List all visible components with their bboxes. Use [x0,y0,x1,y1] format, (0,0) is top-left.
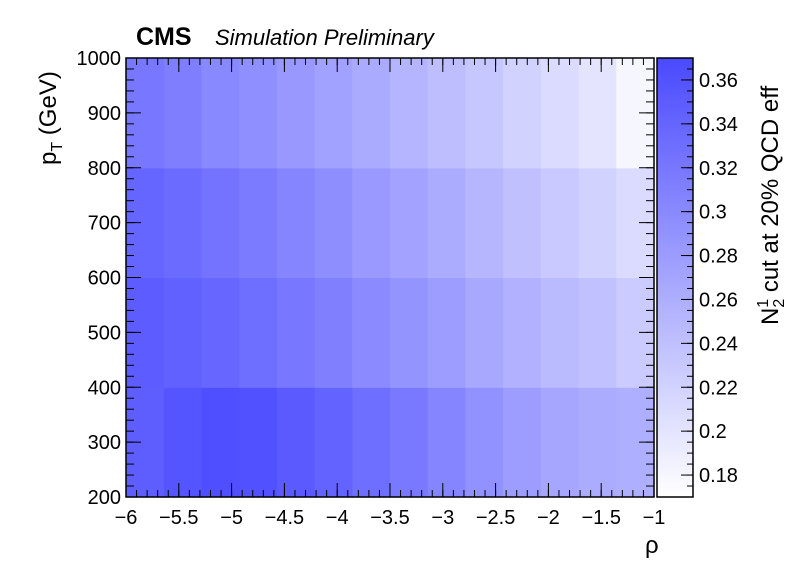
heatmap-cell [201,58,240,169]
y-tick-label: 600 [88,268,121,290]
heatmap-cell [314,58,353,169]
x-tick-label: −4 [326,507,349,529]
x-tick-label: −1 [643,507,666,529]
y-axis-title-main: p [35,152,62,165]
subtitle-label: Simulation Preliminary [215,25,436,50]
x-tick-label: −5 [220,507,243,529]
heatmap-cells [126,58,655,498]
colorbar-tick-label: 0.18 [699,465,738,487]
colorbar-tick-label: 0.26 [699,289,738,311]
heatmap-cell [239,277,278,388]
colorbar-title-sub: 2 [771,299,788,308]
colorbar-tick-label: 0.36 [699,70,738,92]
heatmap-cell [578,58,617,169]
heatmap-cell [314,387,353,498]
colorbar-tick-label: 0.2 [699,421,727,443]
heatmap-cell [503,167,542,279]
colorbar-tick-label: 0.3 [699,202,727,224]
heatmap-cell [427,387,467,498]
heatmap-cell [578,277,617,388]
heatmap-cell [578,167,617,279]
x-tick-label: −3 [431,507,454,529]
x-tick-label: −2 [537,507,560,529]
heatmap-cell [276,167,316,279]
y-tick-label: 1000 [77,48,122,70]
experiment-label: CMS [136,23,192,51]
y-tick-label: 200 [88,487,121,509]
heatmap-cell [276,387,316,498]
heatmap-cell [314,277,353,388]
heatmap-cell [390,167,429,279]
heatmap-cell [503,277,542,388]
colorbar-tick-label: 0.22 [699,377,738,399]
heatmap-cell [201,387,240,498]
colorbar-title-suffix: cut at 20% QCD eff [757,86,784,299]
heatmap-cell [427,58,467,169]
heatmap-cell [390,277,429,388]
heatmap-cell [503,387,542,498]
heatmap-cell [314,167,353,279]
x-tick-label: −3.5 [370,507,409,529]
heatmap-cell [540,167,580,279]
heatmap-cell [352,58,391,169]
heatmap-cell [352,167,391,279]
heatmap-cell [352,277,391,388]
heatmap-cell [427,277,467,388]
heatmap-cell [163,277,203,388]
x-tick-label: −4.5 [265,507,304,529]
heatmap-cell [163,58,203,169]
heatmap-cell [540,387,580,498]
y-tick-label: 900 [88,103,121,125]
y-axis-title: pT (GeV) [35,71,66,165]
x-axis: −6 −5.5 −5 −4.5 −4 −3.5 −3 −2.5 −2 −1.5 −1 [115,58,666,529]
heatmap-cell [276,277,316,388]
heatmap-cell [239,387,278,498]
heatmap-cell [352,387,391,498]
colorbar-title-sup: 1 [755,299,772,308]
heatmap-cell [390,387,429,498]
heatmap-cell [239,167,278,279]
heatmap-cell [239,58,278,169]
y-axis: 200 300 400 500 600 700 800 900 1000 [77,48,654,509]
x-tick-label: −2.5 [476,507,515,529]
x-tick-label: −1.5 [581,507,620,529]
heatmap-cell [201,167,240,279]
colorbar-axis: 0.18 0.2 0.22 0.24 0.26 0.28 0.3 0.32 0.34 0.36 [681,57,738,498]
x-axis-title: ρ [645,532,659,559]
y-tick-label: 300 [88,432,121,454]
y-tick-label: 800 [88,158,121,180]
heatmap-cell [503,58,542,169]
y-tick-label: 500 [88,322,121,344]
y-axis-title-unit: (GeV) [35,71,62,142]
heatmap-cell [465,58,504,169]
heatmap-cell [390,58,429,169]
heatmap-cell [201,277,240,388]
colorbar-tick-label: 0.24 [699,333,738,355]
heatmap-cell [465,387,504,498]
y-axis-title-sub: T [49,142,66,152]
y-tick-label: 400 [88,377,121,399]
heatmap-cell [163,167,203,279]
heatmap-cell [276,58,316,169]
heatmap-cell [163,387,203,498]
colorbar-title-main: N [757,308,784,325]
heatmap-cell [540,58,580,169]
heatmap-cell [540,277,580,388]
colorbar-title: N21 cut at 20% QCD eff [755,86,788,325]
colorbar-tick-label: 0.34 [699,114,738,136]
x-tick-label: −5.5 [159,507,198,529]
y-tick-label: 700 [88,213,121,235]
colorbar-tick-label: 0.32 [699,158,738,180]
heatmap-cell [578,387,617,498]
heatmap-cell [465,167,504,279]
heatmap-cell [427,167,467,279]
colorbar-tick-label: 0.28 [699,246,738,268]
x-tick-label: −6 [115,507,138,529]
heatmap-cell [465,277,504,388]
